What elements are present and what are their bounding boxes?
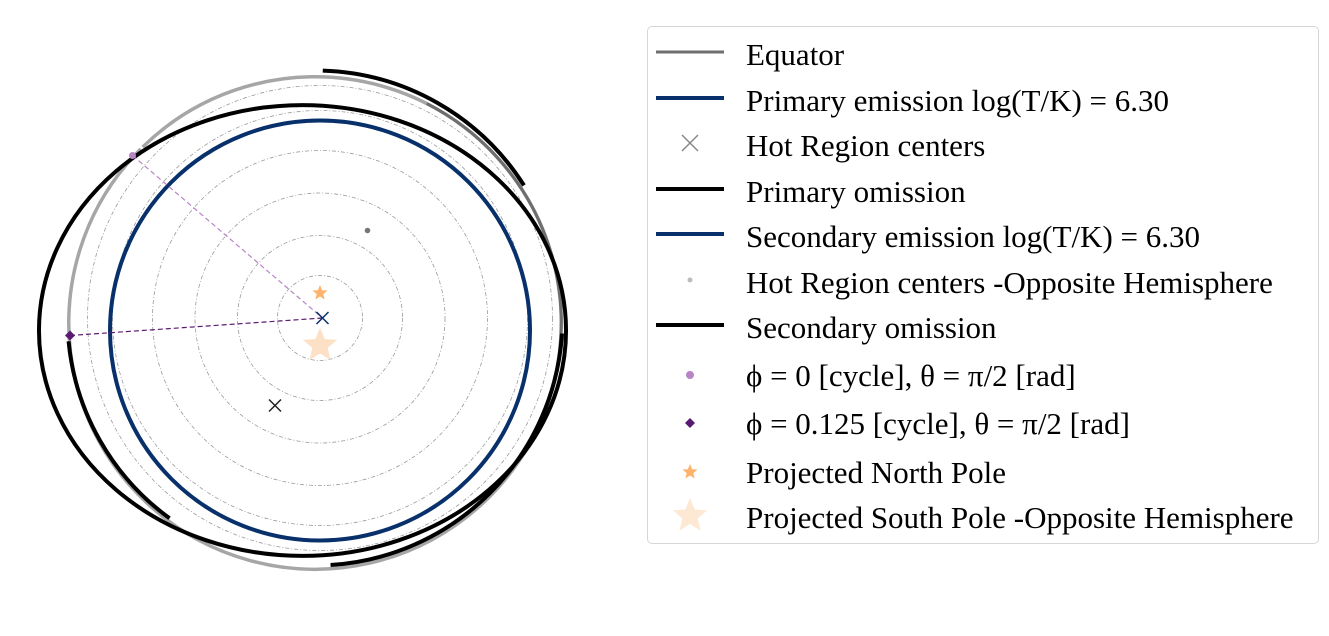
legend-circle-swatch [686,371,694,379]
legend-item: Hot Region centers -Opposite Hemisphere [648,263,1318,303]
north-pole-star [312,285,328,300]
legend-dot-swatch [687,277,693,283]
legend-x-swatch [681,134,699,152]
legend-label: ϕ = 0 [cycle], θ = π/2 [rad] [746,358,1076,393]
legend-diamond-swatch [685,418,695,428]
legend-label: Projected South Pole -Opposite Hemispher… [746,500,1294,535]
legend-label: Equator [746,37,845,72]
legend-label: Hot Region centers -Opposite Hemisphere [746,265,1273,300]
legend-label: Projected North Pole [746,455,1007,490]
polar-projection-plot [36,68,569,571]
secondary-omission-arc [66,68,565,568]
guide-circles [87,85,553,551]
legend-label: Primary emission log(T/K) = 6.30 [746,83,1170,118]
legend-item: Primary omission [648,172,1318,212]
legend-item: Projected South Pole -Opposite Hemispher… [648,498,1318,538]
legend-bigstar-swatch [672,498,708,531]
hot-region-center-x [268,398,282,413]
legend-item: Primary emission log(T/K) = 6.30 [648,81,1318,121]
guide-circle [194,192,446,444]
hot-region-center-x [315,311,330,325]
legend-item: Secondary emission log(T/K) = 6.30 [648,217,1318,257]
legend-swatch [687,277,693,283]
legend-swatch [682,464,698,479]
legend-item: ϕ = 0 [cycle], θ = π/2 [rad] [648,356,1318,396]
legend-swatch [686,371,694,379]
primary-emission-ring [108,118,532,543]
legend-swatch [656,232,724,236]
legend-label: Secondary omission [746,310,997,345]
legend-item: ϕ = 0.125 [cycle], θ = π/2 [rad] [648,404,1318,444]
legend-label: Primary omission [746,174,966,209]
south-pole-star [302,327,338,361]
hot-region-center-opposite-dot [364,227,371,234]
guide-circle [237,235,403,401]
phase0-guide-line [132,155,323,319]
legend-star-swatch [682,464,698,479]
primary-omission-ring [36,103,569,558]
legend-item: Hot Region centers [648,126,1318,166]
legend: Equator Primary emission log(T/K) = 6.30 H… [647,26,1319,544]
phase0125-guide-line [69,317,323,337]
legend-swatch [681,134,699,152]
guide-circle [112,110,528,526]
phase0125-point [65,330,75,341]
legend-label: ϕ = 0.125 [cycle], θ = π/2 [rad] [746,406,1130,441]
legend-swatch [672,498,708,531]
legend-item: Equator [648,35,1318,75]
legend-swatch [656,96,724,100]
legend-label: Secondary emission log(T/K) = 6.30 [746,219,1200,254]
guide-circle [277,275,363,361]
guide-circle [87,85,553,551]
legend-swatch [656,323,724,327]
plot-markers [65,152,371,413]
legend-swatch [656,50,724,54]
legend-swatch [685,418,695,428]
legend-item: Projected North Pole [648,453,1318,493]
phase0-point [129,152,136,159]
legend-swatch [656,187,724,191]
legend-label: Hot Region centers [746,128,986,163]
legend-item: Secondary omission [648,308,1318,348]
guide-circle [152,150,488,486]
